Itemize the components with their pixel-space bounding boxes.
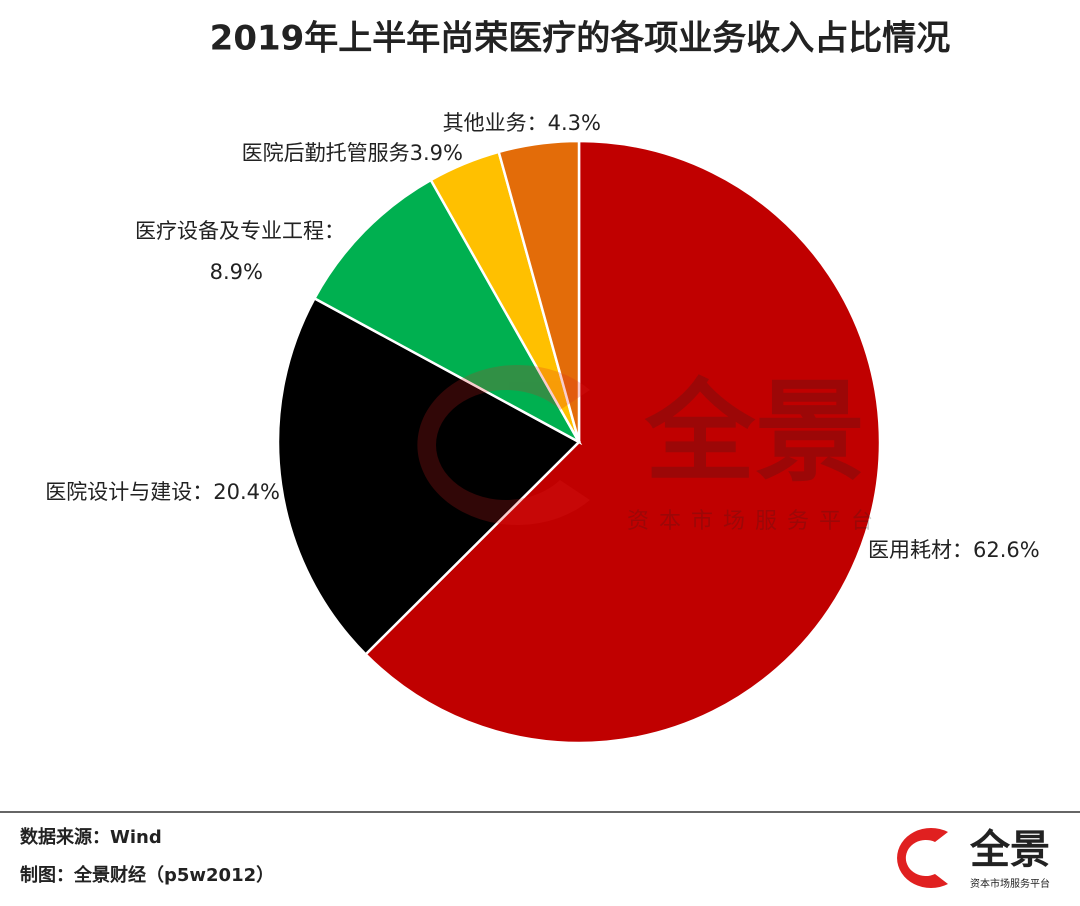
logo-tagline: 资本市场服务平台 xyxy=(970,877,1050,890)
chart-title: 2019年上半年尚荣医疗的各项业务收入占比情况 xyxy=(210,19,951,59)
value-label: 3.9% xyxy=(410,141,463,165)
pie-slice xyxy=(312,178,583,446)
logo-icon xyxy=(897,828,948,889)
watermark-name: 全景 xyxy=(644,368,865,496)
slice-label: 医院设计与建设：20.4% xyxy=(45,480,280,504)
pie xyxy=(276,139,882,745)
watermark: 全景 资本市场服务平台 xyxy=(417,365,883,534)
value-label: 4.3% xyxy=(548,111,601,135)
footer-source: 数据来源：Wind xyxy=(20,826,162,848)
slice-label: 医疗设备及专业工程： xyxy=(135,219,345,243)
value-label: 20.4% xyxy=(213,480,280,504)
pie-slice xyxy=(497,139,581,443)
watermark-tagline: 资本市场服务平台 xyxy=(627,509,883,534)
category-label: 医疗设备及专业工程： xyxy=(135,219,345,243)
category-label: 医用耗材： xyxy=(868,538,973,562)
value-label: 8.9% xyxy=(210,260,263,284)
category-label: 医院设计与建设： xyxy=(45,480,213,504)
slice-label: 其他业务：4.3% xyxy=(443,111,601,135)
watermark-icon xyxy=(417,365,590,525)
pie-slice xyxy=(363,139,882,745)
logo-name: 全景 xyxy=(969,827,1050,873)
category-label: 医院后勤托管服务 xyxy=(242,141,410,165)
pie-slice xyxy=(276,296,582,657)
slice-label: 医院后勤托管服务3.9% xyxy=(242,141,463,165)
slice-label: 医用耗材：62.6% xyxy=(868,538,1040,562)
footer-credit: 制图：全景财经（p5w2012） xyxy=(20,864,274,886)
value-label: 62.6% xyxy=(973,538,1040,562)
category-label: 其他业务： xyxy=(443,111,548,135)
